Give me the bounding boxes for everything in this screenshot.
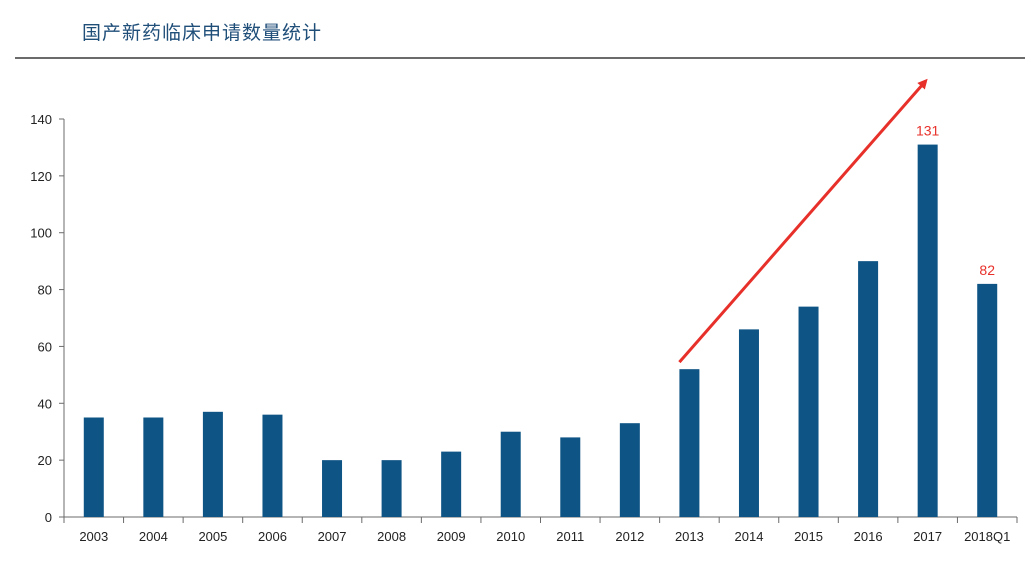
x-tick-label: 2015 (794, 529, 823, 544)
bar-2006 (262, 414, 283, 517)
y-tick-label: 0 (45, 510, 52, 525)
bar-2017 (917, 144, 938, 518)
bar-2014 (738, 329, 759, 517)
bar-2003 (83, 417, 104, 517)
y-tick-label: 80 (38, 283, 52, 298)
bar-2016 (858, 261, 879, 517)
bar-2004 (143, 417, 164, 517)
bar-2018Q1 (977, 283, 998, 517)
x-tick-label: 2009 (437, 529, 466, 544)
x-tick-label: 2004 (139, 529, 168, 544)
bar-2013 (679, 369, 700, 517)
bar-2010 (500, 431, 521, 517)
x-tick-label: 2010 (496, 529, 525, 544)
y-tick-label: 20 (38, 453, 52, 468)
bar-series (83, 144, 998, 518)
x-tick-label: 2016 (854, 529, 883, 544)
x-tick-label: 2017 (913, 529, 942, 544)
bar-2011 (560, 437, 581, 517)
data-label-2018Q1: 82 (979, 262, 995, 278)
x-tick-label: 2014 (735, 529, 764, 544)
x-tick-label: 2012 (615, 529, 644, 544)
bar-2015 (798, 306, 819, 517)
x-tick-label: 2013 (675, 529, 704, 544)
annotations (678, 78, 928, 364)
data-label-2017: 131 (916, 123, 940, 139)
y-tick-label: 100 (30, 226, 52, 241)
bar-2007 (322, 460, 343, 517)
y-tick-label: 140 (30, 112, 52, 127)
y-tick-label: 120 (30, 169, 52, 184)
title-divider (15, 57, 1025, 59)
bar-2009 (441, 451, 462, 517)
x-tick-label: 2003 (79, 529, 108, 544)
x-tick-label: 2006 (258, 529, 287, 544)
x-tick-label: 2018Q1 (964, 529, 1010, 544)
trend-arrow (678, 78, 928, 364)
bar-2005 (202, 411, 223, 517)
y-tick-label: 60 (38, 339, 52, 354)
bar-2012 (619, 423, 640, 517)
x-tick-label: 2011 (556, 529, 584, 544)
bar-2008 (381, 460, 402, 517)
x-tick-label: 2008 (377, 529, 406, 544)
chart-title: 国产新药临床申请数量统计 (82, 22, 323, 44)
data-labels: 131 82 (916, 123, 995, 278)
y-tick-label: 40 (38, 396, 52, 411)
x-tick-label: 2005 (198, 529, 227, 544)
x-tick-label: 2007 (318, 529, 347, 544)
